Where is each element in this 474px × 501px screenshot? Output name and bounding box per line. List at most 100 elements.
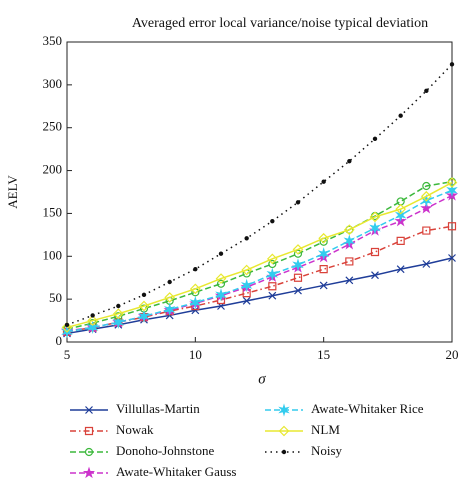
marker	[215, 273, 227, 284]
marker	[448, 254, 456, 262]
marker	[345, 257, 354, 266]
y-tick-label: 250	[43, 119, 63, 134]
marker	[61, 322, 73, 333]
marker	[371, 271, 379, 280]
plot-frame	[66, 41, 453, 343]
marker	[420, 201, 433, 214]
marker	[321, 179, 326, 184]
marker	[422, 181, 431, 191]
series-line	[66, 194, 453, 332]
marker	[82, 466, 96, 479]
marker	[241, 264, 253, 276]
marker	[242, 296, 251, 305]
marker	[449, 62, 455, 67]
marker	[372, 136, 378, 142]
series-line	[66, 189, 453, 333]
y-axis-label: AELV	[5, 175, 20, 209]
marker	[278, 403, 290, 417]
marker	[345, 276, 354, 285]
marker	[193, 266, 198, 272]
legend-label: Awate-Whitaker Gauss	[116, 464, 236, 479]
series-line	[66, 257, 453, 335]
marker	[294, 286, 302, 295]
x-tick-label: 20	[446, 347, 459, 362]
marker	[398, 113, 403, 118]
marker	[292, 258, 304, 272]
marker	[396, 236, 405, 245]
marker	[85, 406, 93, 414]
y-tick-label: 100	[43, 247, 63, 262]
legend-label: Nowak	[116, 422, 154, 437]
y-tick-label: 200	[43, 162, 63, 177]
marker	[64, 322, 70, 328]
x-tick-label: 5	[64, 347, 71, 362]
marker	[266, 253, 278, 265]
marker	[87, 315, 99, 326]
legend-label: Awate-Whitaker Rice	[311, 401, 424, 416]
marker	[138, 309, 150, 323]
marker	[112, 308, 124, 320]
marker	[84, 426, 94, 436]
x-tick-label: 10	[189, 347, 202, 362]
marker	[141, 292, 147, 298]
marker	[394, 208, 407, 222]
marker	[268, 291, 277, 300]
marker	[446, 177, 458, 188]
marker	[112, 315, 125, 329]
marker	[295, 200, 301, 205]
marker	[268, 282, 277, 291]
y-tick-label: 300	[43, 76, 63, 91]
marker	[319, 281, 328, 290]
legend-label: Villullas-Martin	[116, 401, 200, 416]
y-tick-label: 350	[43, 33, 63, 48]
marker	[395, 203, 407, 215]
marker	[318, 232, 330, 244]
marker	[278, 425, 290, 437]
marker	[347, 158, 352, 164]
x-tick-label: 15	[317, 347, 330, 362]
marker	[216, 279, 226, 288]
marker	[189, 283, 201, 295]
marker	[116, 303, 121, 309]
marker	[369, 211, 381, 223]
marker	[281, 449, 287, 455]
marker	[218, 251, 224, 256]
marker	[370, 247, 380, 257]
marker	[343, 224, 355, 236]
marker	[268, 259, 277, 269]
series-line	[66, 181, 453, 329]
legend-label: Noisy	[311, 443, 343, 458]
marker	[422, 226, 431, 235]
marker	[345, 225, 354, 234]
marker	[422, 260, 431, 268]
legend-label: Donoho-Johnstone	[116, 443, 214, 458]
series-line	[66, 225, 453, 333]
marker	[293, 273, 303, 282]
marker	[215, 288, 227, 302]
marker	[369, 221, 381, 235]
marker	[420, 190, 432, 202]
marker	[292, 244, 304, 255]
marker	[317, 247, 330, 261]
marker	[84, 447, 94, 457]
marker	[167, 279, 172, 285]
y-tick-label: 50	[49, 290, 62, 305]
marker	[396, 265, 405, 274]
marker	[90, 313, 95, 318]
y-tick-label: 0	[56, 333, 63, 348]
marker	[164, 292, 176, 303]
x-axis-label: σ	[258, 371, 266, 387]
marker	[446, 183, 458, 197]
marker	[163, 302, 176, 317]
marker	[240, 278, 253, 293]
marker	[447, 222, 457, 231]
marker	[319, 265, 328, 274]
marker	[266, 267, 279, 281]
series-line	[66, 180, 453, 330]
y-tick-label: 150	[43, 204, 63, 219]
marker	[86, 320, 99, 335]
marker	[191, 306, 200, 315]
chart-title: Averaged error local variance/noise typi…	[132, 16, 428, 31]
marker	[138, 300, 150, 312]
